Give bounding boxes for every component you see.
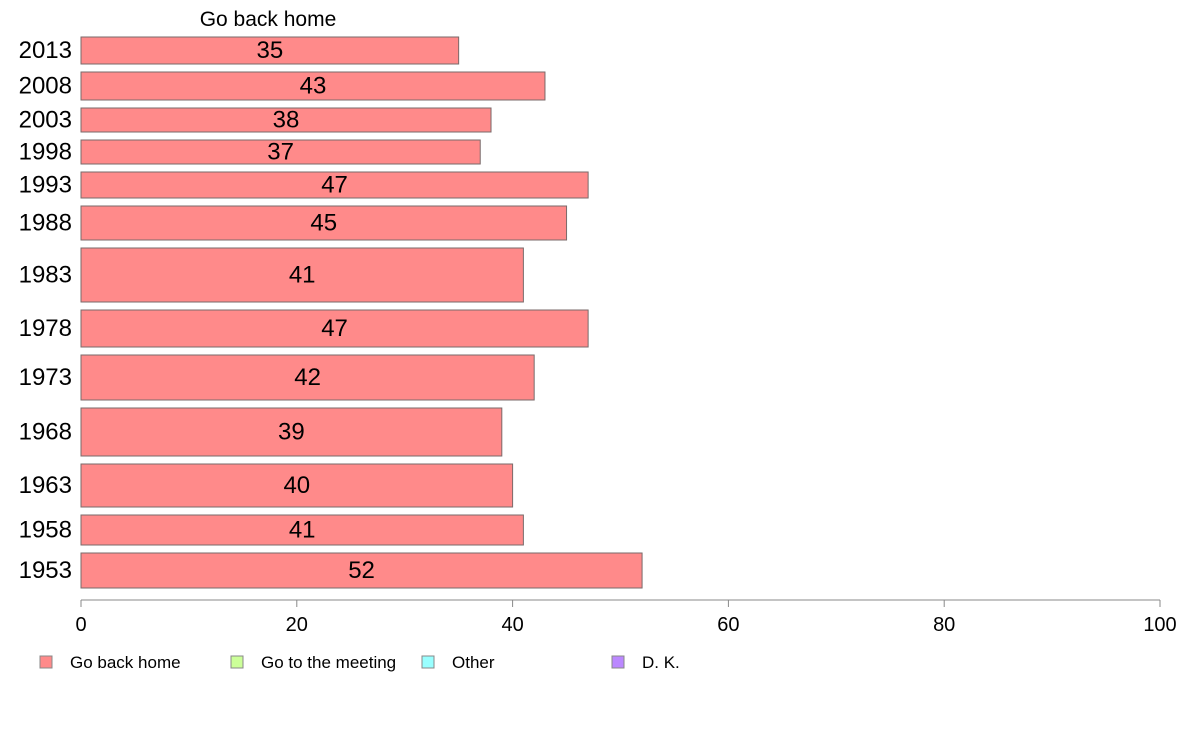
series-title: Go back home — [200, 8, 337, 31]
bar-value-label-1963: 40 — [283, 472, 310, 499]
category-label-1988: 1988 — [19, 210, 72, 237]
bar-1973 — [80, 354, 535, 401]
category-label-2008: 2008 — [19, 73, 72, 100]
bar-value-label-1973: 42 — [294, 364, 321, 391]
legend-label-3: D. K. — [642, 653, 680, 672]
category-label-1983: 1983 — [19, 262, 72, 289]
bar-2013 — [80, 36, 460, 65]
bar-value-label-2003: 38 — [273, 107, 300, 134]
bar-1958 — [80, 514, 524, 546]
bar-value-label-1978: 47 — [321, 315, 348, 342]
category-label-1973: 1973 — [19, 364, 72, 391]
bar-1983 — [80, 247, 524, 303]
legend-label-0: Go back home — [70, 653, 181, 672]
x-tick-label-80: 80 — [933, 614, 955, 636]
bar-value-label-1998: 37 — [267, 139, 294, 166]
bar-value-label-1968: 39 — [278, 419, 305, 446]
legend-swatch-0 — [39, 655, 53, 669]
category-label-1958: 1958 — [19, 517, 72, 544]
category-label-2003: 2003 — [19, 107, 72, 134]
category-label-2013: 2013 — [19, 37, 72, 64]
bar-value-label-1993: 47 — [321, 172, 348, 199]
legend-swatch-1 — [230, 655, 244, 669]
category-label-1963: 1963 — [19, 472, 72, 499]
bar-value-label-2013: 35 — [256, 37, 283, 64]
bar-2008 — [80, 71, 546, 101]
legend-swatch-3 — [611, 655, 625, 669]
bar-1963 — [80, 463, 514, 508]
bar-value-label-1958: 41 — [289, 517, 316, 544]
x-tick-label-60: 60 — [717, 614, 739, 636]
bar-value-label-2008: 43 — [300, 73, 327, 100]
bar-2003 — [80, 107, 492, 133]
legend-label-2: Other — [452, 653, 495, 672]
x-axis: 0 20 40 60 80 100 — [75, 599, 1177, 636]
bar-1978 — [80, 309, 589, 348]
bar-1988 — [80, 205, 568, 241]
category-labels-group: 2013 2008 2003 1998 1993 1988 1983 1978 1973 1968… — [19, 37, 72, 584]
legend-label-1: Go to the meeting — [261, 653, 396, 672]
category-label-1953: 1953 — [19, 557, 72, 584]
x-tick-label-40: 40 — [501, 614, 523, 636]
bar-1953 — [80, 552, 643, 589]
bars-group — [80, 36, 643, 589]
bar-value-label-1983: 41 — [289, 262, 316, 289]
category-label-1998: 1998 — [19, 139, 72, 166]
legend-swatch-2 — [421, 655, 435, 669]
bar-1998 — [80, 139, 481, 165]
bar-1993 — [80, 171, 589, 199]
category-label-1993: 1993 — [19, 172, 72, 199]
bar-1968 — [80, 407, 503, 457]
bar-value-label-1988: 45 — [310, 210, 337, 237]
category-label-1968: 1968 — [19, 419, 72, 446]
category-label-1978: 1978 — [19, 315, 72, 342]
bar-value-label-1953: 52 — [348, 557, 375, 584]
x-tick-label-0: 0 — [75, 614, 86, 636]
legend: Go back home Go to the meeting Other D. K. — [39, 653, 680, 672]
x-tick-label-100: 100 — [1143, 614, 1176, 636]
x-tick-label-20: 20 — [286, 614, 308, 636]
